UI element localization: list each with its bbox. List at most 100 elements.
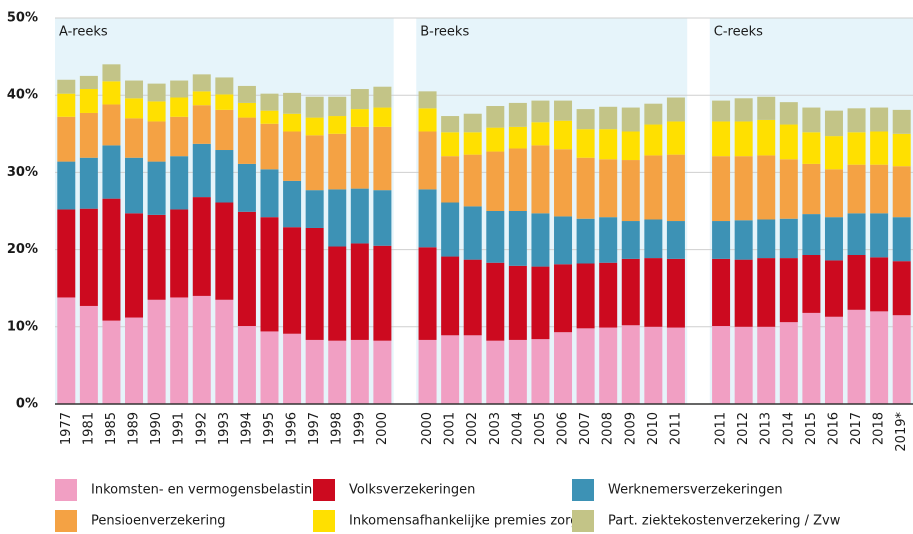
bar-segment xyxy=(644,155,663,220)
bar-segment xyxy=(847,309,866,404)
bar-segment xyxy=(870,107,889,132)
x-tick-label: 2008 xyxy=(601,412,616,445)
bar-segment xyxy=(870,257,889,312)
x-tick-label: 1977 xyxy=(59,412,74,445)
bar-segment xyxy=(170,297,189,404)
bar-segment xyxy=(441,132,460,157)
bar-segment xyxy=(57,79,76,94)
legend-swatch xyxy=(313,479,335,501)
bar-segment xyxy=(802,107,821,133)
bar-segment xyxy=(847,132,866,165)
bar-segment xyxy=(802,163,821,215)
bar-segment xyxy=(576,129,595,158)
bar-segment xyxy=(870,311,889,404)
bar-segment xyxy=(147,101,166,122)
x-tick-label: 2006 xyxy=(556,412,571,445)
bar-segment xyxy=(237,211,256,327)
legend-label: Werknemersverzekeringen xyxy=(608,483,783,498)
bar-segment xyxy=(215,109,234,151)
bar-segment xyxy=(283,227,302,334)
bar-segment xyxy=(554,100,573,121)
x-tick-label: 1994 xyxy=(239,412,254,445)
bar-segment xyxy=(125,213,144,318)
x-tick-label: 2003 xyxy=(488,412,503,445)
x-tick-label: 2011 xyxy=(668,412,683,445)
bar-segment xyxy=(621,258,640,326)
bar-segment xyxy=(508,102,527,127)
bar-segment xyxy=(554,264,573,333)
bar-segment xyxy=(621,131,640,161)
bar-segment xyxy=(531,100,550,123)
bar-segment xyxy=(441,156,460,203)
y-tick-label: 30% xyxy=(7,165,38,180)
bar-segment xyxy=(260,217,279,332)
bar-segment xyxy=(102,145,121,199)
bar-segment xyxy=(418,131,437,190)
bar-segment xyxy=(283,180,302,228)
bar-segment xyxy=(102,104,121,146)
x-tick-label: 1998 xyxy=(330,412,345,445)
bar-segment xyxy=(599,327,618,404)
legend-label: Volksverzekeringen xyxy=(349,483,475,498)
bar-segment xyxy=(328,340,347,404)
bar-segment xyxy=(79,208,98,306)
bar-segment xyxy=(215,299,234,404)
bar-segment xyxy=(554,120,573,150)
y-tick-label: 20% xyxy=(7,242,38,257)
bar-segment xyxy=(892,315,911,404)
bar-segment xyxy=(79,112,98,158)
bar-segment xyxy=(508,126,527,149)
bar-segment xyxy=(170,80,189,98)
bar-segment xyxy=(215,150,234,203)
bar-segment xyxy=(463,259,482,336)
bar-segment xyxy=(463,206,482,260)
x-tick-label: 2015 xyxy=(804,412,819,445)
bar-segment xyxy=(102,198,121,321)
x-tick-label: 1981 xyxy=(81,412,96,445)
bar-segment xyxy=(554,216,573,265)
bar-segment xyxy=(350,109,369,127)
bar-segment xyxy=(734,259,753,327)
group-gap xyxy=(393,18,417,404)
bar-segment xyxy=(666,121,685,155)
bar-segment xyxy=(237,117,256,164)
bar-segment xyxy=(237,102,256,118)
bar-segment xyxy=(802,255,821,313)
bar-segment xyxy=(350,339,369,404)
bar-segment xyxy=(373,340,392,404)
bar-segment xyxy=(463,154,482,207)
bar-segment xyxy=(147,121,166,162)
bar-segment xyxy=(554,332,573,404)
bar-segment xyxy=(373,126,392,191)
x-tick-label: 1997 xyxy=(307,412,322,445)
bar-segment xyxy=(870,164,889,214)
bar-segment xyxy=(486,151,505,211)
bar-segment xyxy=(508,265,527,340)
bar-segment xyxy=(170,209,189,298)
x-tick-label: 2012 xyxy=(736,412,751,445)
bar-segment xyxy=(644,326,663,404)
bar-segment xyxy=(305,135,324,191)
bar-segment xyxy=(192,105,211,144)
x-tick-label: 2002 xyxy=(465,412,480,445)
x-tick-label: 2018 xyxy=(872,412,887,445)
bar-segment xyxy=(531,122,550,146)
bar-segment xyxy=(870,131,889,165)
bar-segment xyxy=(283,333,302,404)
bar-segment xyxy=(79,89,98,113)
x-tick-label: 2004 xyxy=(510,412,525,445)
bar-segment xyxy=(305,96,324,118)
legend-swatch xyxy=(55,479,77,501)
bar-segment xyxy=(712,121,731,157)
bar-segment xyxy=(260,110,279,124)
bar-segment xyxy=(125,80,144,99)
bar-segment xyxy=(57,93,76,117)
bar-segment xyxy=(328,116,347,134)
bar-segment xyxy=(576,263,595,329)
y-tick-label: 10% xyxy=(7,319,38,334)
bar-segment xyxy=(192,197,211,296)
bar-segment xyxy=(373,190,392,246)
x-tick-label: 1992 xyxy=(194,412,209,445)
bar-segment xyxy=(734,220,753,260)
